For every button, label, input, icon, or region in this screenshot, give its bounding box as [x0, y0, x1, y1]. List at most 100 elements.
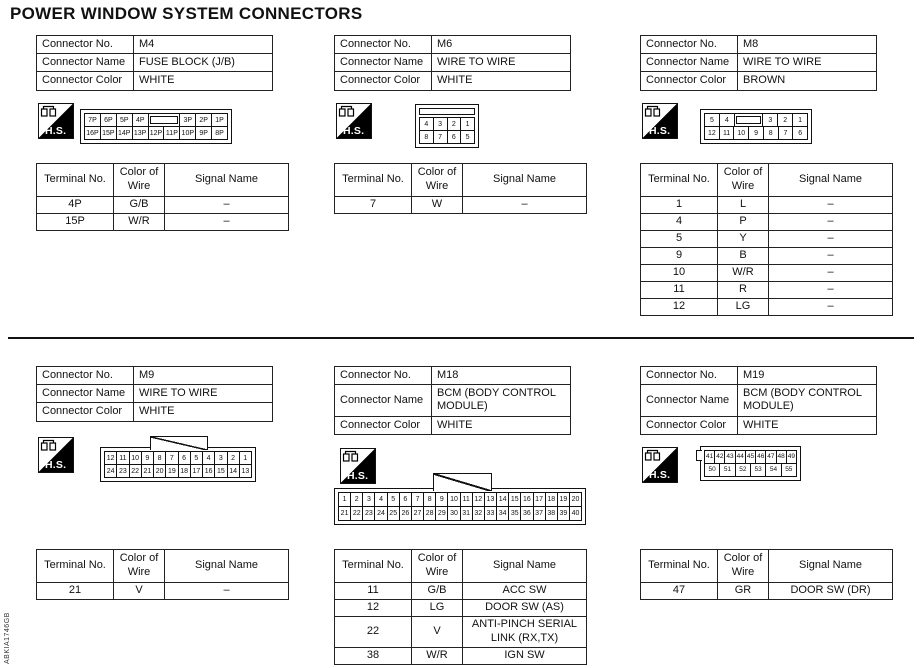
- pin-cell: 19: [166, 465, 179, 477]
- terminal-no-cell: 22: [334, 616, 412, 648]
- pin-cell: 32: [473, 507, 485, 520]
- hs-connector-icon: [40, 105, 57, 117]
- page-title: POWER WINDOW SYSTEM CONNECTORS: [10, 4, 363, 23]
- pin-row: 1 2 3 4 5 6 7 8 9 10 11 12 13 14 15 16 17 18 19 20: [339, 493, 581, 506]
- pin-cell: 47: [766, 451, 777, 463]
- pin-diagram: 7P 6P 5P 4P 3P 2P 1P 16P 15P 14P 13P 12P 11P 10P 9P 8P: [80, 109, 232, 144]
- info-row: Connector Color WHITE: [36, 71, 273, 91]
- pin-cell: 6: [179, 452, 191, 464]
- pin-cell: 12: [705, 127, 720, 139]
- pin-cell: 18: [546, 493, 558, 506]
- pin-cell: 1: [243, 454, 248, 462]
- pin-cell: 13: [241, 467, 250, 475]
- pin-cell: 24: [105, 465, 118, 477]
- pin-cell: 11: [461, 493, 473, 506]
- pin-cell: 3P: [180, 114, 197, 126]
- column-header: Color of Wire: [113, 163, 165, 197]
- pin-cell: 10: [734, 127, 750, 139]
- info-label: Connector Color: [334, 71, 432, 91]
- hs-label: H.S.: [45, 125, 67, 137]
- pin-cell: 22: [130, 465, 142, 477]
- terminal-row: 22 V ANTI-PINCH SERIAL LINK (RX,TX): [334, 616, 587, 648]
- pin-cell: 36: [521, 507, 534, 520]
- pin-cell: 22: [351, 507, 364, 520]
- pin-grid: 41 42 43 44 45 46 47 48 49 50 51 52 53 54 55: [704, 450, 797, 477]
- pin-cell: 3: [215, 452, 228, 464]
- wire-color-cell: W: [411, 196, 463, 214]
- signal-name-cell: –: [164, 213, 289, 231]
- terminal-row: 15P W/R –: [36, 213, 289, 231]
- pin-cell: 6: [400, 493, 412, 506]
- signal-name-cell: DOOR SW (DR): [768, 582, 893, 600]
- info-label: Connector Name: [36, 384, 134, 404]
- pin-cell: 41: [705, 451, 716, 463]
- pin-cell: 8: [420, 131, 434, 143]
- signal-name-cell: –: [164, 582, 289, 600]
- wire-color-cell: V: [411, 616, 463, 648]
- signal-name-cell: –: [768, 213, 893, 231]
- wire-color-cell: GR: [717, 582, 769, 600]
- pin-cell: 45: [746, 451, 757, 463]
- connector-name-value: WIRE TO WIRE: [133, 384, 273, 404]
- terminal-table: Terminal No. Color of Wire Signal Name 4P G/…: [36, 163, 289, 231]
- pin-cell: 35: [509, 507, 522, 520]
- pin-cell: 8: [424, 493, 437, 506]
- connector-no-value: M18: [431, 365, 571, 386]
- terminal-no-cell: 11: [640, 281, 718, 299]
- pin-cell: 38: [546, 507, 558, 520]
- terminal-no-cell: 1: [640, 196, 718, 214]
- terminal-no-cell: 21: [36, 582, 114, 600]
- pin-cell: 30: [448, 507, 461, 520]
- pin-cell: 5: [705, 114, 720, 126]
- pin-diagram: 41 42 43 44 45 46 47 48 49 50 51 52 53 54 55: [696, 446, 801, 481]
- terminal-no-cell: 10: [640, 264, 718, 282]
- pin-cell: 7: [412, 493, 425, 506]
- info-row: Connector Name FUSE BLOCK (J/B): [36, 53, 273, 73]
- hs-label: H.S.: [343, 125, 365, 137]
- pin-cell: 34: [497, 507, 510, 520]
- pin-cell: 19: [558, 493, 570, 506]
- terminal-header-row: Terminal No. Color of Wire Signal Name: [640, 549, 893, 583]
- connector-name-value: BCM (BODY CONTROL MODULE): [737, 384, 877, 417]
- pin-cell: 2: [448, 118, 462, 130]
- pin-cell: 21: [142, 465, 154, 477]
- pin-cell: 52: [736, 464, 751, 476]
- pin-cell: 49: [787, 452, 795, 460]
- hs-label: H.S.: [45, 459, 67, 471]
- pin-cell: 10: [130, 452, 142, 464]
- terminal-row: 12 LG –: [640, 298, 893, 316]
- connector-name-value: FUSE BLOCK (J/B): [133, 53, 273, 73]
- pin-cell: 37: [534, 507, 546, 520]
- pin-cell: 51: [720, 464, 736, 476]
- info-label: Connector Color: [36, 71, 134, 91]
- wire-color-cell: W/R: [113, 213, 165, 231]
- terminal-no-cell: 9: [640, 247, 718, 265]
- hs-connector-icon: [644, 449, 661, 461]
- info-label: Connector No.: [640, 365, 738, 386]
- terminal-row: 10 W/R –: [640, 264, 893, 282]
- info-label: Connector Color: [334, 415, 432, 435]
- pin-cell: 4: [203, 452, 216, 464]
- pin-cell: 33: [485, 507, 498, 520]
- column-header: Color of Wire: [411, 163, 463, 197]
- column-header: Color of Wire: [113, 549, 165, 583]
- pin-cell: 8: [154, 452, 167, 464]
- pin-cell: 16P: [85, 127, 101, 139]
- pin-cell: 29: [436, 507, 449, 520]
- pin-cell: 13: [485, 493, 498, 506]
- terminal-row: 1 L –: [640, 196, 893, 214]
- info-row: Connector Name BCM (BODY CONTROL MODULE): [334, 384, 571, 417]
- pin-cell: 5: [388, 493, 400, 506]
- signal-name-cell: –: [768, 281, 893, 299]
- pin-cell: 1: [798, 116, 803, 124]
- info-row: Connector Color WHITE: [640, 415, 877, 435]
- pin-cell: 28: [424, 507, 437, 520]
- connector-info-table: Connector No. M9 Connector Name WIRE TO WIR…: [36, 365, 273, 422]
- signal-name-cell: –: [768, 298, 893, 316]
- hs-mark: H.S.: [642, 447, 678, 483]
- pin-cell: 6P: [101, 114, 117, 126]
- pin-cell: 11P: [164, 127, 181, 139]
- pin-cell: 7: [779, 127, 794, 139]
